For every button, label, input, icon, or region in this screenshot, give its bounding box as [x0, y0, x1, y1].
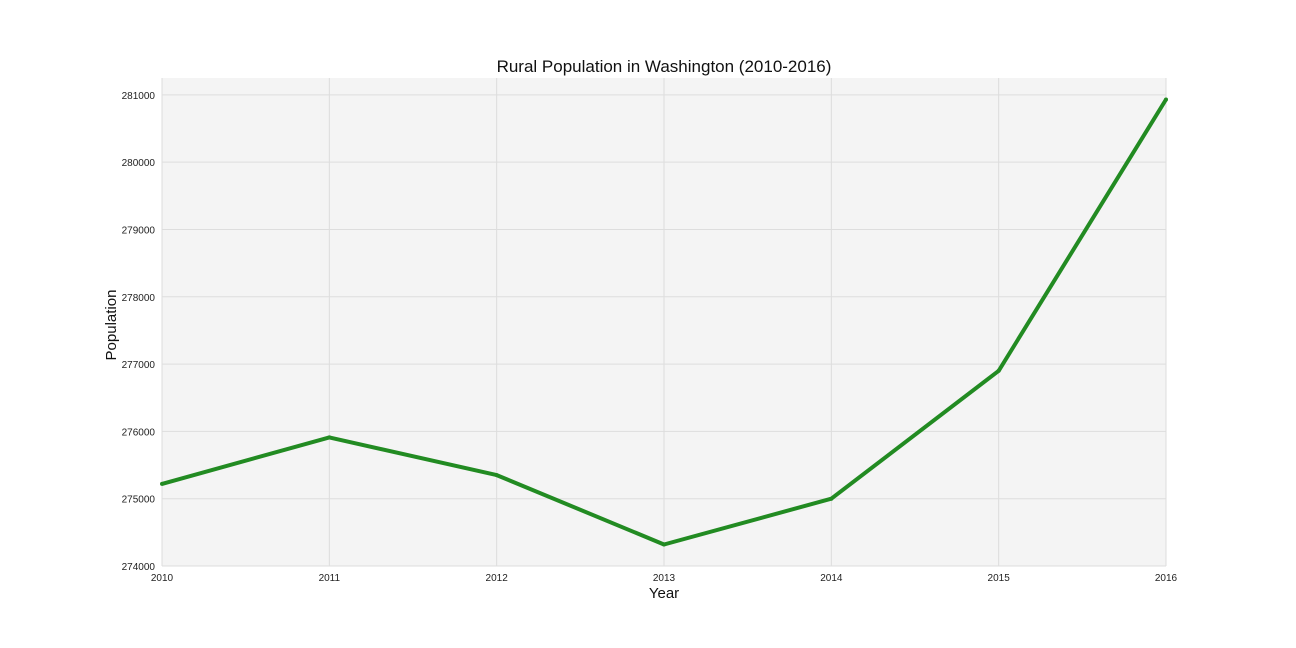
data-point: [494, 473, 499, 478]
x-tick-label: 2012: [486, 573, 509, 584]
data-point: [1164, 97, 1168, 102]
data-point: [829, 496, 834, 501]
x-tick-label: 2015: [988, 573, 1011, 584]
y-axis-ticks: 274000 275000 276000 277000 278000 279000 2800…: [122, 91, 156, 573]
y-tick-label: 280000: [122, 158, 156, 169]
y-tick-label: 278000: [122, 293, 156, 304]
data-point: [662, 542, 666, 547]
y-tick-label: 274000: [122, 562, 156, 573]
y-tick-label: 277000: [122, 360, 156, 371]
y-tick-label: 279000: [122, 225, 156, 236]
y-tick-label: 281000: [122, 91, 156, 102]
x-tick-label: 2010: [151, 573, 174, 584]
data-point: [160, 481, 164, 486]
x-tick-label: 2016: [1155, 573, 1178, 584]
x-tick-label: 2011: [319, 573, 341, 584]
data-point: [327, 435, 332, 440]
grid-lines: [161, 78, 1167, 567]
x-tick-label: 2014: [820, 573, 843, 584]
x-tick-label: 2013: [653, 573, 676, 584]
y-tick-label: 275000: [122, 495, 156, 506]
x-axis-label: Year: [649, 585, 679, 602]
y-axis-label: Population: [103, 290, 120, 361]
chart-title: Rural Population in Washington (2010-201…: [497, 57, 832, 76]
data-point: [996, 368, 1001, 373]
series-layer: [160, 97, 1168, 547]
x-axis-ticks: 2010 2011 2012 2013 2014 2015 2016: [151, 573, 1178, 584]
y-tick-label: 276000: [122, 427, 156, 438]
